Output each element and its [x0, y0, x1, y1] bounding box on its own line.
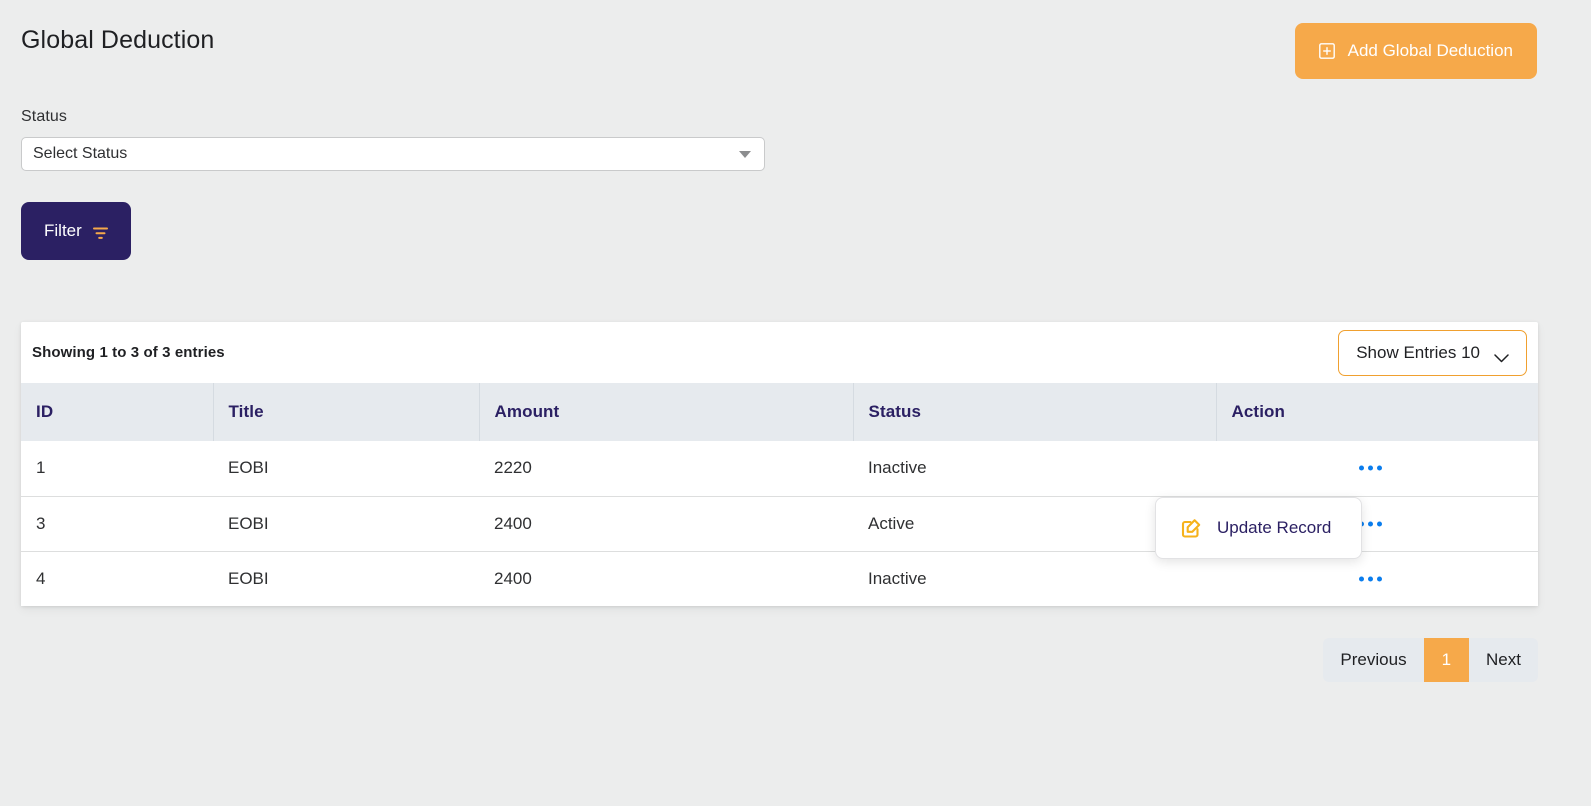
cell-status: Inactive: [853, 441, 1216, 497]
cell-status: Inactive: [853, 551, 1216, 606]
filter-button-label: Filter: [44, 221, 82, 240]
add-global-deduction-button[interactable]: Add Global Deduction: [1294, 23, 1537, 79]
chevron-down-icon: [1494, 348, 1509, 363]
column-header-title[interactable]: Title: [213, 383, 480, 441]
column-header-status[interactable]: Status: [853, 383, 1217, 441]
ellipsis-icon[interactable]: [1355, 462, 1386, 475]
show-entries-select[interactable]: Show Entries 10: [1338, 329, 1527, 376]
filter-button[interactable]: Filter: [21, 202, 131, 260]
cell-id: 3: [21, 496, 213, 552]
plus-square-icon: [1318, 43, 1335, 59]
table-row: 1 EOBI 2220 Inactive: [21, 441, 1538, 497]
data-table-card: Showing 1 to 3 of 3 entries Show Entries…: [21, 322, 1538, 606]
table-body: 1 EOBI 2220 Inactive 3 EOBI 2400 Active: [21, 441, 1538, 606]
pagination-page-1-button[interactable]: 1: [1423, 638, 1470, 682]
filter-panel: Status Select Status Filter: [21, 108, 781, 260]
cell-id: 4: [21, 551, 213, 606]
add-global-deduction-label: Add Global Deduction: [1347, 41, 1513, 60]
cell-amount: 2220: [479, 441, 853, 497]
pagination-next-button[interactable]: Next: [1469, 638, 1538, 682]
entries-info: Showing 1 to 3 of 3 entries: [32, 344, 225, 361]
pagination: Previous 1 Next: [1323, 638, 1538, 682]
column-header-amount[interactable]: Amount: [479, 383, 854, 441]
pagination-previous-button[interactable]: Previous: [1323, 638, 1423, 682]
cell-title: EOBI: [213, 551, 479, 606]
ellipsis-icon[interactable]: [1355, 572, 1386, 585]
status-field-label: Status: [21, 108, 67, 125]
cell-action: [1216, 441, 1538, 497]
table-header: ID Title Amount Status Action: [21, 383, 1538, 441]
cell-title: EOBI: [213, 496, 479, 552]
edit-pencil-square-icon: [1181, 518, 1201, 538]
column-header-id[interactable]: ID: [21, 383, 214, 441]
status-select[interactable]: Select Status: [21, 137, 765, 171]
deductions-table: ID Title Amount Status Action 1 EOBI 222…: [21, 383, 1538, 606]
table-header-row: ID Title Amount Status Action: [21, 383, 1538, 441]
funnel-icon: [92, 225, 108, 239]
show-entries-label: Show Entries 10: [1356, 342, 1480, 362]
cell-action: [1216, 551, 1538, 606]
action-context-menu[interactable]: Update Record: [1155, 497, 1362, 559]
table-row: 4 EOBI 2400 Inactive: [21, 551, 1538, 606]
status-select-value: Select Status: [33, 145, 128, 162]
column-header-action: Action: [1216, 383, 1538, 441]
page-header: Global Deduction Add Global Deduction: [0, 0, 1591, 95]
update-record-menu-item: Update Record: [1217, 518, 1332, 537]
cell-amount: 2400: [479, 496, 853, 552]
chevron-down-icon: [739, 151, 751, 158]
cell-id: 1: [21, 441, 213, 497]
cell-title: EOBI: [213, 441, 479, 497]
table-toolbar: Showing 1 to 3 of 3 entries Show Entries…: [21, 322, 1538, 383]
page-title: Global Deduction: [21, 26, 215, 54]
cell-amount: 2400: [479, 551, 853, 606]
